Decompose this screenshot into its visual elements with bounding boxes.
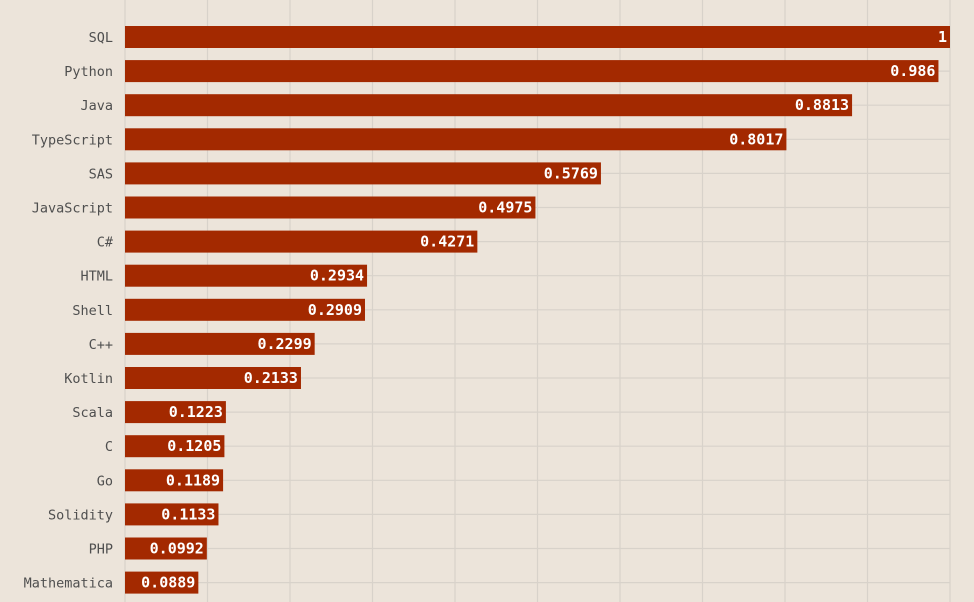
bar xyxy=(125,571,199,594)
category-tick-label: Solidity xyxy=(48,507,113,523)
bar xyxy=(125,94,853,117)
category-tick-label: C xyxy=(105,439,113,455)
category-tick-label: Scala xyxy=(72,405,113,421)
bar xyxy=(125,264,368,287)
category-tick-label: TypeScript xyxy=(32,132,113,148)
bar-value-label: 0.4271 xyxy=(420,233,474,251)
category-tick-label: Python xyxy=(64,64,113,80)
category-tick-label: Shell xyxy=(72,303,113,319)
bar xyxy=(125,298,365,321)
bar-value-label: 0.1205 xyxy=(167,437,221,455)
bar-value-label: 0.2934 xyxy=(310,267,364,285)
bar-value-label: 0.2299 xyxy=(257,335,311,353)
bar-value-label: 0.5769 xyxy=(544,164,598,182)
bar xyxy=(125,537,207,560)
category-tick-label: HTML xyxy=(80,269,113,285)
bar-value-label: 0.4975 xyxy=(478,199,532,217)
bar-value-label: 1 xyxy=(938,28,947,46)
bar-value-label: 0.8813 xyxy=(795,96,849,114)
category-tick-label: C++ xyxy=(89,337,113,353)
category-label-layer: SQL Python Java TypeScript SAS JavaScript C# HT… xyxy=(24,30,114,592)
bar-value-label: 0.1223 xyxy=(169,403,223,421)
bar xyxy=(125,401,226,424)
bar xyxy=(125,196,536,219)
bar xyxy=(125,503,219,526)
bar xyxy=(125,435,225,458)
bar-value-label: 0.2133 xyxy=(244,369,298,387)
category-tick-label: PHP xyxy=(89,542,113,558)
bar-value-label: 0.986 xyxy=(890,62,935,80)
bar-value-label: 0.1133 xyxy=(161,505,215,523)
category-tick-label: SAS xyxy=(89,166,113,182)
category-tick-label: SQL xyxy=(89,30,113,46)
bar xyxy=(125,230,478,253)
category-tick-label: C# xyxy=(97,235,114,251)
bar-value-label: 0.0889 xyxy=(141,574,195,592)
bar xyxy=(125,128,787,151)
bar-value-label: 0.2909 xyxy=(308,301,362,319)
bar xyxy=(125,367,301,389)
category-tick-label: JavaScript xyxy=(32,201,113,217)
bar xyxy=(125,60,939,83)
bar-value-label: 0.8017 xyxy=(729,130,783,148)
category-tick-label: Java xyxy=(80,98,113,114)
category-tick-label: Mathematica xyxy=(24,576,113,592)
bar xyxy=(125,332,315,355)
bar xyxy=(125,469,224,492)
category-tick-label: Go xyxy=(97,473,113,489)
bar-value-label: 0.1189 xyxy=(166,471,220,489)
category-tick-label: Kotlin xyxy=(64,371,113,387)
bar-value-label: 0.0992 xyxy=(150,540,204,558)
bar xyxy=(125,26,950,48)
bar xyxy=(125,162,601,185)
